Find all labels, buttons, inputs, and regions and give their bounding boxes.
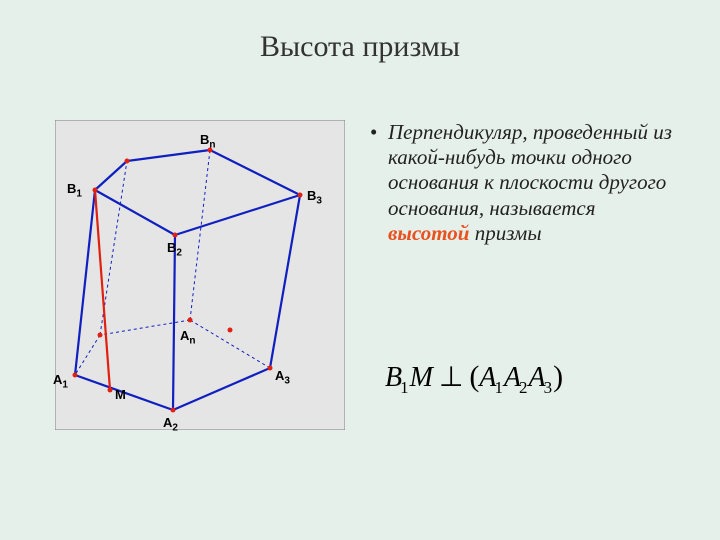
definition-before: Перпендикуляр, проведенный из какой-нибу… [388,120,672,220]
f-A1s: 1 [494,378,503,397]
f-rp: ) [553,360,563,393]
vertex-label-Bn: Bn [200,132,216,151]
f-M: M [410,362,433,393]
definition-after: призмы [470,221,542,245]
vertex-label-An: An [180,328,196,347]
f-A3s: 3 [544,378,553,397]
definition-text: Перпендикуляр, проведенный из какой-нибу… [388,120,678,246]
f-lp: ( [469,360,479,393]
definition-highlight: высотой [388,221,470,245]
bullet-icon: • [370,120,388,145]
formula: B1M⊥(A1A2A3) [385,360,563,398]
vertex-label-A1: A1 [53,372,68,391]
vertex-label-B2: B2 [167,240,182,259]
slide: Высота призмы B1 B2 B3 Bn A1 A2 A3 An M • Перпен… [0,0,720,540]
vertex-label-M: M [115,387,126,402]
vertex-label-B1: B1 [67,181,82,200]
prism-svg [55,120,345,430]
slide-title: Высота призмы [0,30,720,64]
vertex-label-B3: B3 [307,188,322,207]
f-A2s: 2 [519,378,528,397]
prism-diagram: B1B2B3BnA1A2A3AnM [55,120,345,430]
f-1: 1 [400,378,409,397]
vertex-label-A3: A3 [275,368,290,387]
definition-block: • Перпендикуляр, проведенный из какой-ни… [370,120,685,246]
vertex-label-A2: A2 [163,415,178,434]
perpendicular-icon: ⊥ [433,360,469,394]
